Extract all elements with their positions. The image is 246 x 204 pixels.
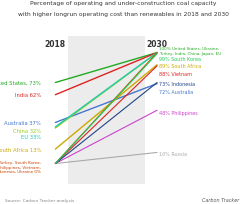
Text: Carbon Tracker: Carbon Tracker xyxy=(202,197,239,202)
Text: United States, 73%: United States, 73% xyxy=(0,81,41,86)
Text: 2030: 2030 xyxy=(147,40,168,49)
Bar xyxy=(68,37,145,184)
Text: Source: Carbon Tracker analysis: Source: Carbon Tracker analysis xyxy=(5,198,74,202)
Text: 72% Australia: 72% Australia xyxy=(159,89,193,94)
Text: India 62%: India 62% xyxy=(15,93,41,98)
Text: Percentage of operating and under-construction coal capacity: Percentage of operating and under-constr… xyxy=(30,1,216,6)
Text: 88% Vietnam: 88% Vietnam xyxy=(159,72,192,77)
Text: Japan, Turkey, South Korea,
Russia, Philippines, Vietnam,
Indonesia, Ukraine 0%: Japan, Turkey, South Korea, Russia, Phil… xyxy=(0,161,41,174)
Text: 99% South Korea: 99% South Korea xyxy=(159,56,201,61)
Text: 89% South Africa: 89% South Africa xyxy=(159,64,201,69)
Text: China 32%: China 32% xyxy=(13,128,41,133)
Text: EU 33%: EU 33% xyxy=(21,135,41,140)
Text: South Africa 13%: South Africa 13% xyxy=(0,147,41,152)
Text: 100% United States, Ukraine,
Turkey, India, China, Japan, EU: 100% United States, Ukraine, Turkey, Ind… xyxy=(159,47,221,55)
Text: 48% Philippines: 48% Philippines xyxy=(159,110,198,115)
Text: Australia 37%: Australia 37% xyxy=(4,120,41,125)
Text: 10% Russia: 10% Russia xyxy=(159,151,187,156)
Text: 73% Indonesia: 73% Indonesia xyxy=(159,82,195,87)
Text: 2018: 2018 xyxy=(45,40,66,49)
Text: with higher longrun operating cost than renewables in 2018 and 2030: with higher longrun operating cost than … xyxy=(17,12,229,17)
